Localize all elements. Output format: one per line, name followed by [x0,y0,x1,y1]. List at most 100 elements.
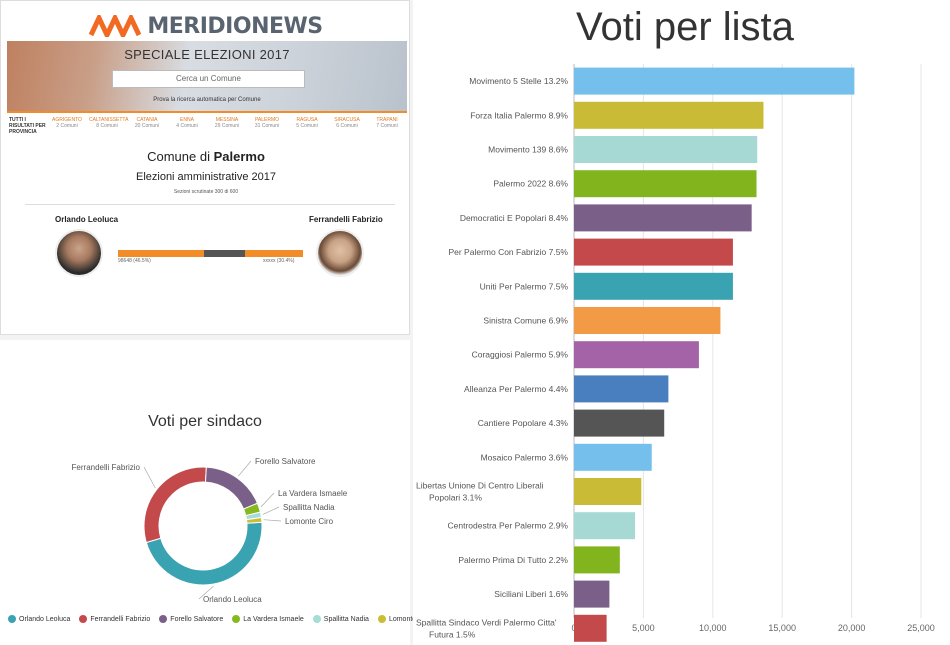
bar-label-3: Palermo 2022 8.6% [493,179,568,189]
search-input[interactable]: Cerca un Comune [112,70,305,88]
province-bar: TUTTI I RISULTATI PER PROVINCIA AGRIGENT… [7,111,407,135]
vote-bar-middle [204,250,245,257]
vote-share-bar [118,250,303,257]
province-name: MESSINA [215,117,239,123]
legend-dot-icon [377,615,386,623]
legend-item-0[interactable]: Orlando Leoluca [8,615,70,623]
bar-14[interactable] [574,546,620,574]
bar-label-15: Siciliani Liberi 1.6% [494,589,568,599]
bar-12[interactable] [574,478,642,505]
comune-panel: MERIDIONEWS SPECIALE ELEZIONI 2017 Cerca… [0,0,410,335]
bar-label-11: Mosaico Palermo 3.6% [481,452,569,462]
bar-6[interactable] [574,272,733,300]
bar-3[interactable] [574,170,757,198]
bar-label-10: Cantiere Popolare 4.3% [478,418,569,428]
bar-label-13: Centrodestra Per Palermo 2.9% [448,521,569,531]
donut-title: Voti per sindaco [148,413,262,430]
legend-item-3[interactable]: La Vardera Ismaele [232,615,304,623]
legend-item-4[interactable]: Spallitta Nadia [312,615,369,623]
bar-5[interactable] [574,238,733,266]
election-title: Elezioni amministrative 2017 [135,171,276,183]
donut-leader-0 [198,585,214,600]
province-count: 2 Comuni [56,123,78,129]
bar-chart: 05,00010,00015,00020,00025,000Movimento … [416,64,935,642]
province-count: 31 Comuni [254,123,280,129]
donut-leader-5 [263,519,282,522]
legend-dot-icon [79,615,88,623]
donut-slice-1[interactable] [143,466,207,544]
province-link-messina[interactable]: MESSINA 29 Comuni [209,117,245,129]
provinces-label: TUTTI I RISULTATI PER PROVINCIA [9,117,46,135]
province-name: AGRIGENTO [52,117,82,123]
province-name: CATANIA [136,117,158,123]
bar-8[interactable] [574,341,699,369]
legend-item-2[interactable]: Forello Salvatore [159,615,223,623]
donut-panel: Voti per sindaco Orlando Leoluca Ferrande… [0,340,431,645]
bar-label-14: Palermo Prima Di Tutto 2.2% [458,555,568,565]
meridionews-logo-icon [89,15,142,37]
province-link-ragusa[interactable]: RAGUSA 5 Comuni [289,117,325,129]
bar-1[interactable] [574,101,764,129]
bar-16[interactable] [574,614,607,642]
bar-10[interactable] [574,409,665,437]
bar-label-1: Forza Italia Palermo 8.9% [470,110,568,120]
bar-label-16: Spallitta Sindaco Verdi Palermo Citta' Fu… [416,617,557,639]
bar-13[interactable] [574,512,636,540]
bar-11[interactable] [574,443,652,471]
donut-legend: Orlando Leoluca Ferrandelli Fabrizio Forel… [8,615,431,623]
bar-label-12: Libertas Unione Di Centro Liberali Popola… [416,481,544,503]
legend-label: Forello Salvatore [170,615,224,623]
bars-panel: Voti per lista 05,00010,00015,00020,0002… [413,0,950,645]
bar-0[interactable] [574,67,855,95]
x-tick-label-5: 25,000 [907,623,935,633]
donut-leader-4 [262,506,280,515]
bar-label-9: Alleanza Per Palermo 4.4% [464,384,568,394]
comune-title: Comune di Palermo [1,149,411,164]
bar-label-6: Uniti Per Palermo 7.5% [480,281,569,291]
logo[interactable]: MERIDIONEWS [1,9,411,43]
donut-slice-0[interactable] [145,521,263,586]
bar-label-5: Per Palermo Con Fabrizio 7.5% [448,247,568,257]
province-count: 8 Comuni [96,123,118,129]
bar-7[interactable] [574,307,721,334]
legend-label: Spallitta Nadia [323,615,369,623]
province-name: RAGUSA [296,117,318,123]
bar-15[interactable] [574,580,610,608]
province-link-agrigento[interactable]: AGRIGENTO 2 Comuni [49,117,85,129]
bar-9[interactable] [574,375,669,403]
bar-2[interactable] [574,136,758,163]
province-link-siracusa[interactable]: SIRACUSA 6 Comuni [329,117,365,129]
donut-leader-2 [237,460,252,477]
bar-4[interactable] [574,204,752,232]
province-link-caltanissetta[interactable]: CALTANISSETTA 8 Comuni [89,117,128,129]
hero-banner: SPECIALE ELEZIONI 2017 Cerca un Comune P… [7,41,407,111]
legend-label: Ferrandelli Fabrizio [90,615,151,623]
province-count: 20 Comuni [134,123,160,129]
bar-label-0: Movimento 5 Stelle 13.2% [469,76,568,86]
vote-bar-right [244,250,303,257]
comune-prefix: Comune di [147,149,210,164]
province-link-catania[interactable]: CATANIA 20 Comuni [129,117,165,129]
province-name: ENNA [180,117,194,123]
province-link-trapani[interactable]: TRAPANI 7 Comuni [369,117,405,129]
bar-label-8: Coraggiosi Palermo 5.9% [472,350,569,360]
x-tick-label-4: 20,000 [838,623,866,633]
candidate-right-name: Ferrandelli Fabrizio [309,215,383,224]
province-link-enna[interactable]: ENNA 4 Comuni [169,117,205,129]
province-count: 7 Comuni [376,123,398,129]
vote-right-label: xxxxx (30.4%) [263,258,295,264]
legend-item-5[interactable]: Lomonte Ciro [377,615,431,623]
candidate-right-avatar [316,229,364,277]
donut-label-0: Orlando Leoluca [203,595,262,604]
donut-slice-5[interactable] [245,516,263,524]
donut-slice-2[interactable] [204,466,259,510]
bar-label-2: Movimento 139 8.6% [488,145,568,155]
legend-item-1[interactable]: Ferrandelli Fabrizio [79,615,150,623]
sezioni-scrutinate: Sezioni scrutinate 300 di 600 [173,189,239,195]
donut-label-2: Forello Salvatore [255,457,316,466]
province-count: 4 Comuni [176,123,198,129]
donut-leader-1 [143,466,156,489]
donut-leader-3 [260,492,275,508]
province-link-palermo[interactable]: PALERMO 31 Comuni [249,117,285,129]
vote-left-label: 98648 (46.5%) [118,258,151,264]
